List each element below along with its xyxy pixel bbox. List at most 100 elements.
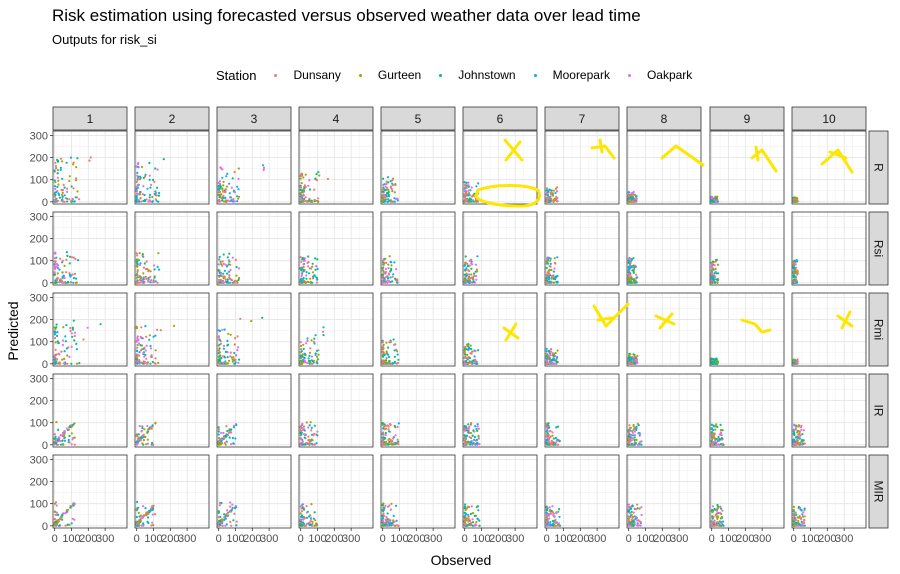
point-oakpark (53, 199, 56, 202)
point-dunsany (306, 339, 309, 342)
point-gurteen (75, 362, 79, 365)
point-moorepark (222, 272, 225, 275)
point-moorepark (465, 434, 469, 437)
point-gurteen (231, 360, 234, 363)
point-johnstown (627, 261, 630, 264)
legend-item-johnstown: Johnstown (439, 68, 516, 82)
point-oakpark (381, 340, 384, 343)
point-oakpark (383, 521, 386, 524)
point-johnstown (715, 258, 718, 261)
point-gurteen (797, 433, 800, 436)
point-moorepark (545, 441, 548, 444)
point-johnstown (56, 159, 60, 162)
point-johnstown (77, 259, 80, 262)
point-oakpark (631, 431, 635, 434)
point-gurteen (62, 326, 65, 329)
point-moorepark (61, 177, 64, 180)
point-moorepark (70, 522, 73, 525)
point-oakpark (299, 505, 302, 508)
row-strip-IR (868, 373, 889, 448)
point-oakpark (142, 505, 145, 508)
point-oakpark (137, 177, 140, 180)
point-oakpark (303, 433, 306, 436)
col-strip-label-6: 6 (497, 112, 504, 126)
point-dunsany (54, 161, 57, 164)
panel-border-2-5 (462, 292, 538, 367)
panel-border-1-4 (380, 211, 456, 286)
point-dunsany (552, 274, 555, 277)
point-oakpark (218, 504, 221, 507)
point-johnstown (714, 197, 718, 200)
point-moorepark (310, 426, 313, 429)
point-oakpark (229, 501, 232, 504)
panel-bg-3-5 (463, 374, 537, 447)
point-oakpark (54, 187, 57, 191)
point-gurteen (148, 334, 151, 337)
point-dunsany (384, 518, 387, 521)
panel-bg-0-0 (53, 131, 127, 204)
point-johnstown (392, 338, 395, 341)
point-johnstown (463, 425, 466, 428)
point-moorepark (795, 281, 798, 284)
point-moorepark (473, 355, 476, 358)
point-gurteen (714, 267, 717, 270)
point-gurteen (469, 423, 472, 426)
point-oakpark (78, 198, 81, 201)
point-johnstown (315, 276, 318, 280)
point-moorepark (224, 196, 227, 199)
point-oakpark (237, 361, 240, 364)
point-gurteen (551, 194, 554, 197)
point-gurteen (628, 279, 631, 282)
point-johnstown (383, 189, 386, 192)
point-dunsany (301, 510, 304, 513)
y-tick-label: 0 (42, 440, 48, 452)
point-dunsany (388, 273, 391, 276)
point-gurteen (63, 357, 66, 360)
x-tick-label: 100 (226, 533, 244, 545)
point-oakpark (64, 512, 67, 515)
point-gurteen (553, 281, 556, 284)
point-dunsany (153, 513, 157, 516)
point-oakpark (219, 166, 222, 169)
col-strip-label-8: 8 (661, 112, 668, 126)
point-johnstown (547, 422, 550, 425)
point-dunsany (312, 340, 315, 343)
point-johnstown (633, 362, 636, 365)
point-oakpark (465, 362, 468, 365)
x-tick-label: 0 (52, 533, 58, 545)
x-tick-label: 300 (178, 533, 196, 545)
point-moorepark (387, 355, 391, 358)
point-moorepark (395, 519, 398, 522)
point-dunsany (796, 358, 799, 361)
point-dunsany (630, 275, 633, 278)
point-dunsany (222, 262, 225, 265)
point-moorepark (627, 191, 630, 194)
point-moorepark (73, 200, 76, 203)
point-dunsany (236, 335, 239, 338)
point-gurteen (382, 266, 385, 269)
point-dunsany (145, 335, 148, 338)
point-gurteen (301, 280, 304, 283)
point-moorepark (234, 506, 237, 509)
point-oakpark (467, 189, 470, 192)
point-gurteen (383, 261, 386, 264)
point-johnstown (308, 188, 312, 191)
point-moorepark (474, 425, 477, 428)
point-moorepark (469, 443, 472, 446)
point-johnstown (148, 196, 151, 199)
point-moorepark (467, 348, 470, 351)
panel-bg-1-1 (135, 212, 209, 285)
point-oakpark (224, 263, 227, 266)
point-gurteen (237, 167, 240, 170)
point-dunsany (229, 520, 232, 524)
point-gurteen (719, 428, 723, 432)
panel-border-1-5 (462, 211, 538, 286)
point-dunsany (136, 174, 139, 177)
point-oakpark (384, 272, 387, 275)
point-johnstown (218, 187, 221, 190)
point-dunsany (634, 360, 637, 363)
point-dunsany (60, 193, 64, 196)
point-moorepark (548, 188, 552, 191)
point-gurteen (311, 265, 314, 268)
point-gurteen (553, 257, 556, 260)
